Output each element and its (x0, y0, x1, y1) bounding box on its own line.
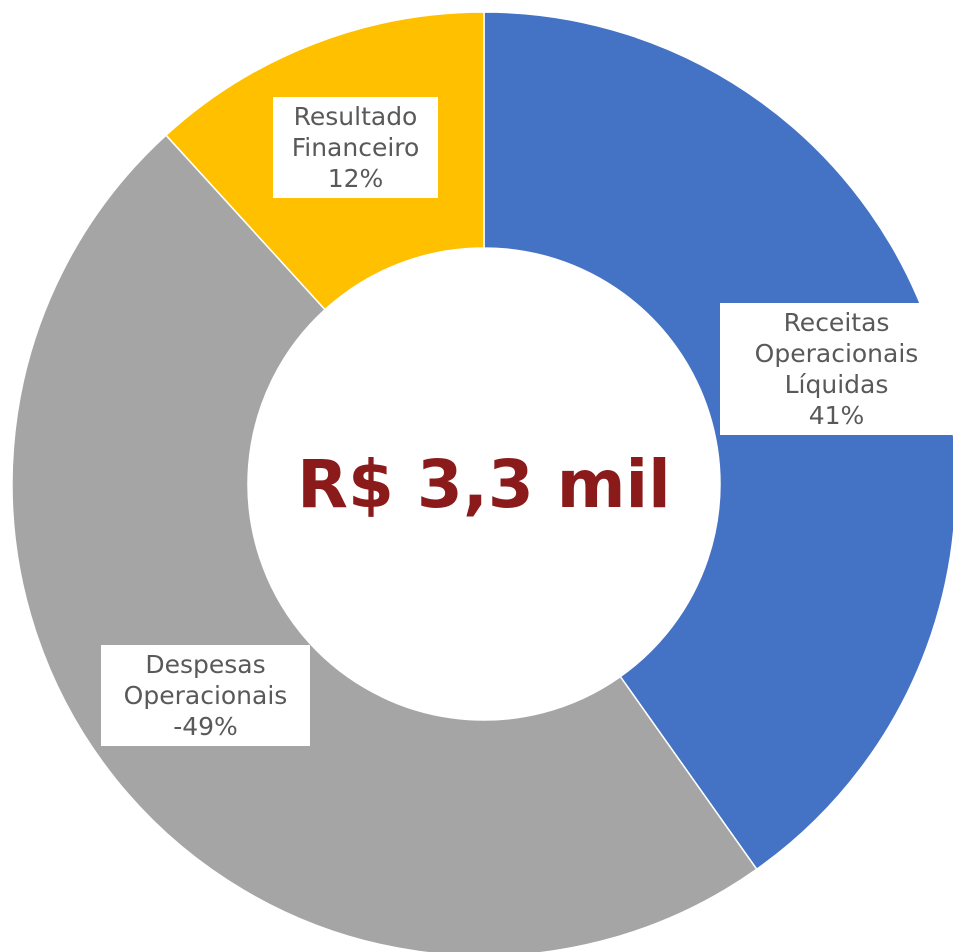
slice-label: Resultado Financeiro 12% (273, 97, 438, 198)
center-label: R$ 3,3 mil (297, 446, 671, 523)
value-label: -49% (173, 712, 238, 741)
value-label: 12% (327, 164, 384, 193)
category-label: Receitas Operacionais Líquidas (754, 308, 919, 399)
slice (11, 134, 758, 952)
slice-label: Receitas Operacionais Líquidas 41% (720, 303, 953, 435)
slice-label: Despesas Operacionais -49% (101, 645, 310, 746)
category-label: Despesas Operacionais (123, 650, 288, 710)
slice (483, 11, 953, 871)
category-label: Resultado Financeiro (291, 102, 420, 162)
value-label: 41% (808, 401, 865, 430)
